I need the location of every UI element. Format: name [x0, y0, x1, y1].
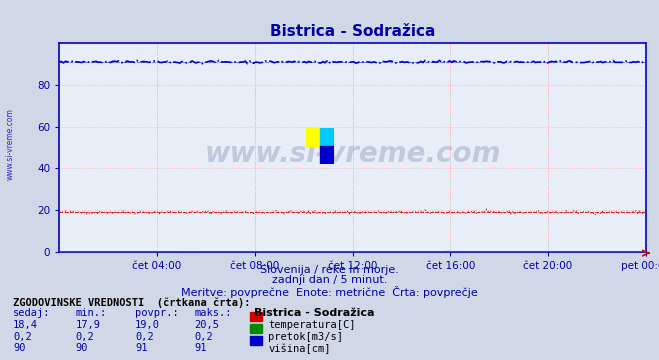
Bar [306, 128, 320, 146]
Text: 17,9: 17,9 [76, 320, 101, 330]
Text: 0,2: 0,2 [135, 332, 154, 342]
Text: Bistrica - Sodražica: Bistrica - Sodražica [254, 308, 374, 318]
Text: pretok[m3/s]: pretok[m3/s] [268, 332, 343, 342]
Text: www.si-vreme.com: www.si-vreme.com [5, 108, 14, 180]
Text: www.si-vreme.com: www.si-vreme.com [204, 140, 501, 168]
Text: temperatura[C]: temperatura[C] [268, 320, 356, 330]
Text: maks.:: maks.: [194, 308, 232, 318]
Title: Bistrica - Sodražica: Bistrica - Sodražica [270, 24, 435, 39]
Text: 91: 91 [135, 343, 148, 354]
Text: ZGODOVINSKE VREDNOSTI  (črtkana črta):: ZGODOVINSKE VREDNOSTI (črtkana črta): [13, 297, 250, 307]
Text: 91: 91 [194, 343, 207, 354]
Text: 0,2: 0,2 [76, 332, 94, 342]
Text: 20,5: 20,5 [194, 320, 219, 330]
Bar [320, 146, 334, 164]
Text: Meritve: povprečne  Enote: metrične  Črta: povprečje: Meritve: povprečne Enote: metrične Črta:… [181, 286, 478, 298]
Text: 0,2: 0,2 [13, 332, 32, 342]
Text: višina[cm]: višina[cm] [268, 343, 331, 354]
Text: 90: 90 [76, 343, 88, 354]
Text: sedaj:: sedaj: [13, 308, 51, 318]
Text: 18,4: 18,4 [13, 320, 38, 330]
Text: 19,0: 19,0 [135, 320, 160, 330]
Text: min.:: min.: [76, 308, 107, 318]
Text: 90: 90 [13, 343, 26, 354]
Text: povpr.:: povpr.: [135, 308, 179, 318]
Text: 0,2: 0,2 [194, 332, 213, 342]
Text: Slovenija / reke in morje.: Slovenija / reke in morje. [260, 265, 399, 275]
Bar [320, 128, 334, 146]
Text: zadnji dan / 5 minut.: zadnji dan / 5 minut. [272, 275, 387, 285]
